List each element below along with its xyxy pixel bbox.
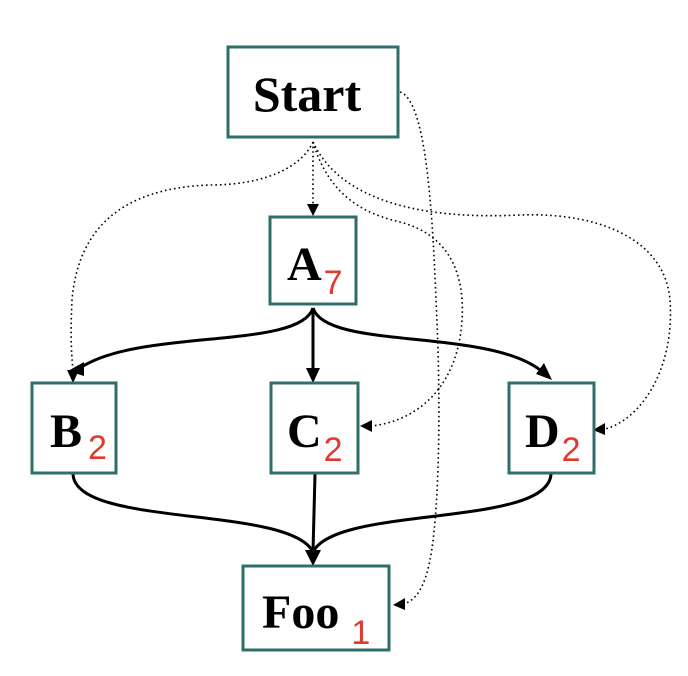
node-a-subscript: 7 <box>324 264 343 302</box>
edge-a-to-d <box>311 307 541 372</box>
solid-edges <box>68 307 553 566</box>
edge-b-to-foo <box>71 473 315 553</box>
edge-c-to-foo <box>311 473 317 553</box>
node-foo: Foo 1 <box>241 564 391 652</box>
dotted-edges <box>67 91 672 610</box>
edge-a-to-b <box>79 307 315 370</box>
edge-d-to-foo <box>311 473 553 553</box>
node-d-label: D2 <box>525 405 581 469</box>
arrowhead-a-to-c <box>306 368 320 383</box>
arrowhead-start-to-c <box>360 420 372 432</box>
node-d: D2 <box>507 381 596 475</box>
node-c-label: C2 <box>287 405 343 469</box>
node-c: C2 <box>269 381 360 475</box>
arrowhead-a-to-b <box>68 362 84 376</box>
node-foo-subscript: 1 <box>351 614 370 652</box>
node-d-subscript: 2 <box>562 431 581 469</box>
node-foo-label: Foo 1 <box>262 586 370 652</box>
node-a: A7 <box>268 215 358 306</box>
edge-start-to-c <box>312 141 464 427</box>
edge-start-to-d <box>312 141 672 430</box>
arrowhead-start-to-a <box>307 204 319 216</box>
arrowhead-a-to-d <box>536 363 552 380</box>
node-a-label: A7 <box>287 238 343 302</box>
node-b-subscript: 2 <box>88 429 107 467</box>
arrowhead-start-to-foo <box>393 598 405 610</box>
node-start: Start <box>226 45 400 139</box>
node-start-label: Start <box>253 66 362 122</box>
edge-start-to-foo <box>399 91 440 605</box>
arrowhead-to-foo <box>305 550 321 566</box>
node-c-subscript: 2 <box>324 431 343 469</box>
arrowhead-start-to-d <box>593 423 605 435</box>
